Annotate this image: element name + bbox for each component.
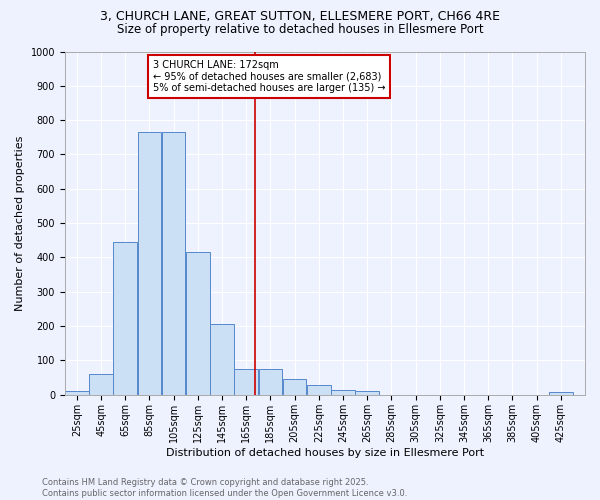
X-axis label: Distribution of detached houses by size in Ellesmere Port: Distribution of detached houses by size … [166, 448, 484, 458]
Text: 3 CHURCH LANE: 172sqm
← 95% of detached houses are smaller (2,683)
5% of semi-de: 3 CHURCH LANE: 172sqm ← 95% of detached … [153, 60, 386, 94]
Bar [307, 385, 331, 395]
Y-axis label: Number of detached properties: Number of detached properties [15, 136, 25, 311]
Bar [65, 392, 89, 395]
Bar [162, 132, 185, 395]
Bar [113, 242, 137, 395]
Bar [259, 369, 282, 395]
Bar [331, 390, 355, 395]
Bar [549, 392, 572, 395]
Bar [186, 252, 209, 395]
Text: 3, CHURCH LANE, GREAT SUTTON, ELLESMERE PORT, CH66 4RE: 3, CHURCH LANE, GREAT SUTTON, ELLESMERE … [100, 10, 500, 23]
Text: Size of property relative to detached houses in Ellesmere Port: Size of property relative to detached ho… [116, 22, 484, 36]
Bar [210, 324, 234, 395]
Text: Contains HM Land Registry data © Crown copyright and database right 2025.
Contai: Contains HM Land Registry data © Crown c… [42, 478, 407, 498]
Bar [283, 380, 307, 395]
Bar [137, 132, 161, 395]
Bar [89, 374, 113, 395]
Bar [355, 390, 379, 395]
Bar [235, 369, 258, 395]
